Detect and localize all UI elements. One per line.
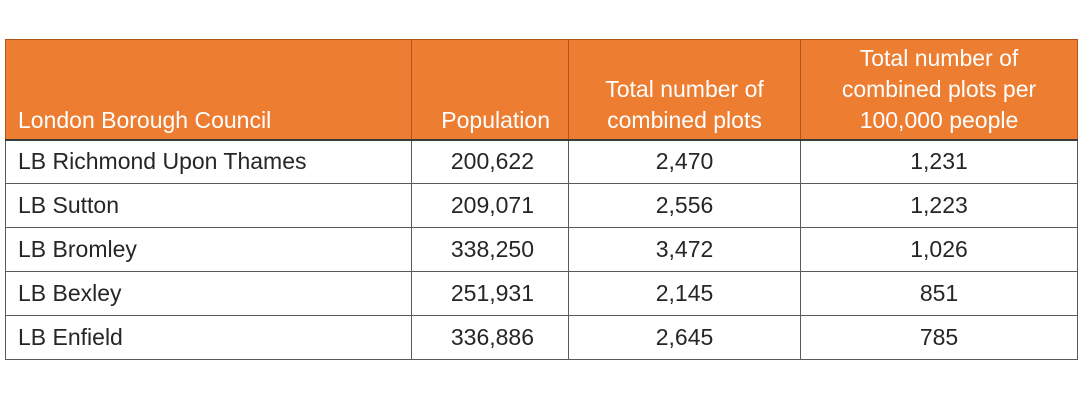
cell-council: LB Bexley <box>5 271 412 316</box>
cell-population: 251,931 <box>411 271 569 316</box>
table-body: LB Richmond Upon Thames 200,622 2,470 1,… <box>5 139 1078 360</box>
table-row: LB Bexley 251,931 2,145 851 <box>5 271 1078 316</box>
cell-plots-per-100k: 851 <box>800 271 1078 316</box>
cell-council: LB Sutton <box>5 183 412 228</box>
column-header-total-plots: Total number of combined plots <box>568 39 801 141</box>
header-row: London Borough Council Population Total … <box>5 39 1078 141</box>
cell-plots-per-100k: 1,231 <box>800 139 1078 184</box>
cell-total-plots: 2,556 <box>568 183 801 228</box>
table-row: LB Richmond Upon Thames 200,622 2,470 1,… <box>5 139 1078 184</box>
table-row: LB Sutton 209,071 2,556 1,223 <box>5 183 1078 228</box>
cell-population: 209,071 <box>411 183 569 228</box>
table-row: LB Enfield 336,886 2,645 785 <box>5 315 1078 360</box>
cell-population: 338,250 <box>411 227 569 272</box>
borough-plots-table: London Borough Council Population Total … <box>5 39 1078 360</box>
cell-council: LB Enfield <box>5 315 412 360</box>
cell-plots-per-100k: 785 <box>800 315 1078 360</box>
cell-total-plots: 2,645 <box>568 315 801 360</box>
cell-population: 200,622 <box>411 139 569 184</box>
column-header-population: Population <box>411 39 569 141</box>
cell-total-plots: 2,145 <box>568 271 801 316</box>
table-row: LB Bromley 338,250 3,472 1,026 <box>5 227 1078 272</box>
cell-total-plots: 3,472 <box>568 227 801 272</box>
table-header: London Borough Council Population Total … <box>5 39 1078 141</box>
column-header-plots-per-100k: Total number of combined plots per 100,0… <box>800 39 1078 141</box>
cell-plots-per-100k: 1,026 <box>800 227 1078 272</box>
cell-total-plots: 2,470 <box>568 139 801 184</box>
cell-plots-per-100k: 1,223 <box>800 183 1078 228</box>
borough-plots-table-container: London Borough Council Population Total … <box>5 39 1078 360</box>
cell-council: LB Richmond Upon Thames <box>5 139 412 184</box>
cell-population: 336,886 <box>411 315 569 360</box>
cell-council: LB Bromley <box>5 227 412 272</box>
column-header-council: London Borough Council <box>5 39 412 141</box>
